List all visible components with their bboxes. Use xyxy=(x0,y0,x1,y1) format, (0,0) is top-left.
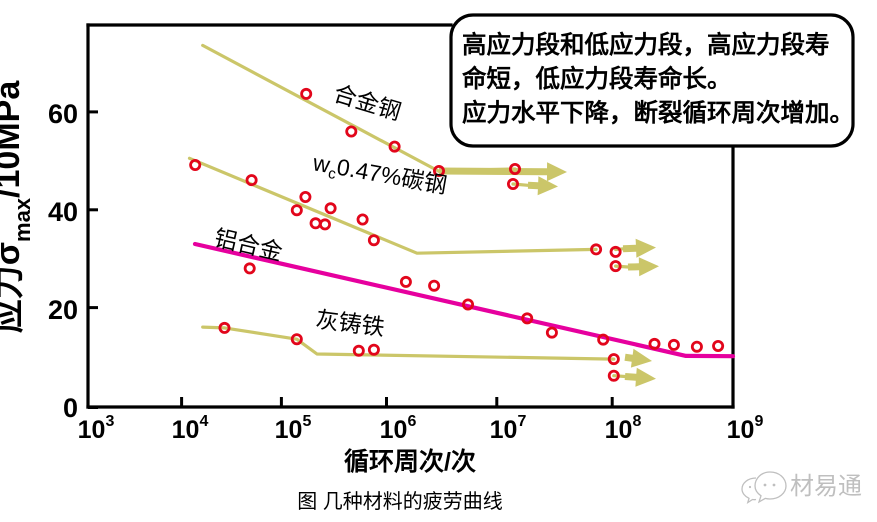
svg-text:105: 105 xyxy=(275,413,312,444)
svg-text:107: 107 xyxy=(490,413,527,444)
svg-text:wc0.47%碳钢: wc0.47%碳钢 xyxy=(309,149,448,202)
svg-text:图 几种材料的疲劳曲线: 图 几种材料的疲劳曲线 xyxy=(297,490,503,513)
svg-text:104: 104 xyxy=(172,413,209,444)
svg-text:高应力段和低应力段，高应力段寿: 高应力段和低应力段，高应力段寿 xyxy=(462,30,830,59)
svg-text:103: 103 xyxy=(78,413,115,444)
svg-text:60: 60 xyxy=(48,99,78,129)
svg-text:106: 106 xyxy=(380,413,417,444)
svg-text:108: 108 xyxy=(605,413,642,444)
svg-text:循环周次/次: 循环周次/次 xyxy=(344,447,476,476)
svg-text:铝合金: 铝合金 xyxy=(212,225,285,266)
svg-text:灰铸铁: 灰铸铁 xyxy=(314,306,386,340)
svg-text:应力水平下降，断裂循环周次增加。: 应力水平下降，断裂循环周次增加。 xyxy=(462,98,854,127)
svg-text:应力σmax/10MPa: 应力σmax/10MPa xyxy=(0,80,35,334)
svg-text:0: 0 xyxy=(63,393,78,423)
svg-text:材易通: 材易通 xyxy=(790,473,862,500)
svg-text:命短，低应力段寿命长。: 命短，低应力段寿命长。 xyxy=(462,64,732,93)
svg-text:40: 40 xyxy=(48,197,78,227)
svg-text:109: 109 xyxy=(727,413,764,444)
svg-text:20: 20 xyxy=(48,295,78,325)
